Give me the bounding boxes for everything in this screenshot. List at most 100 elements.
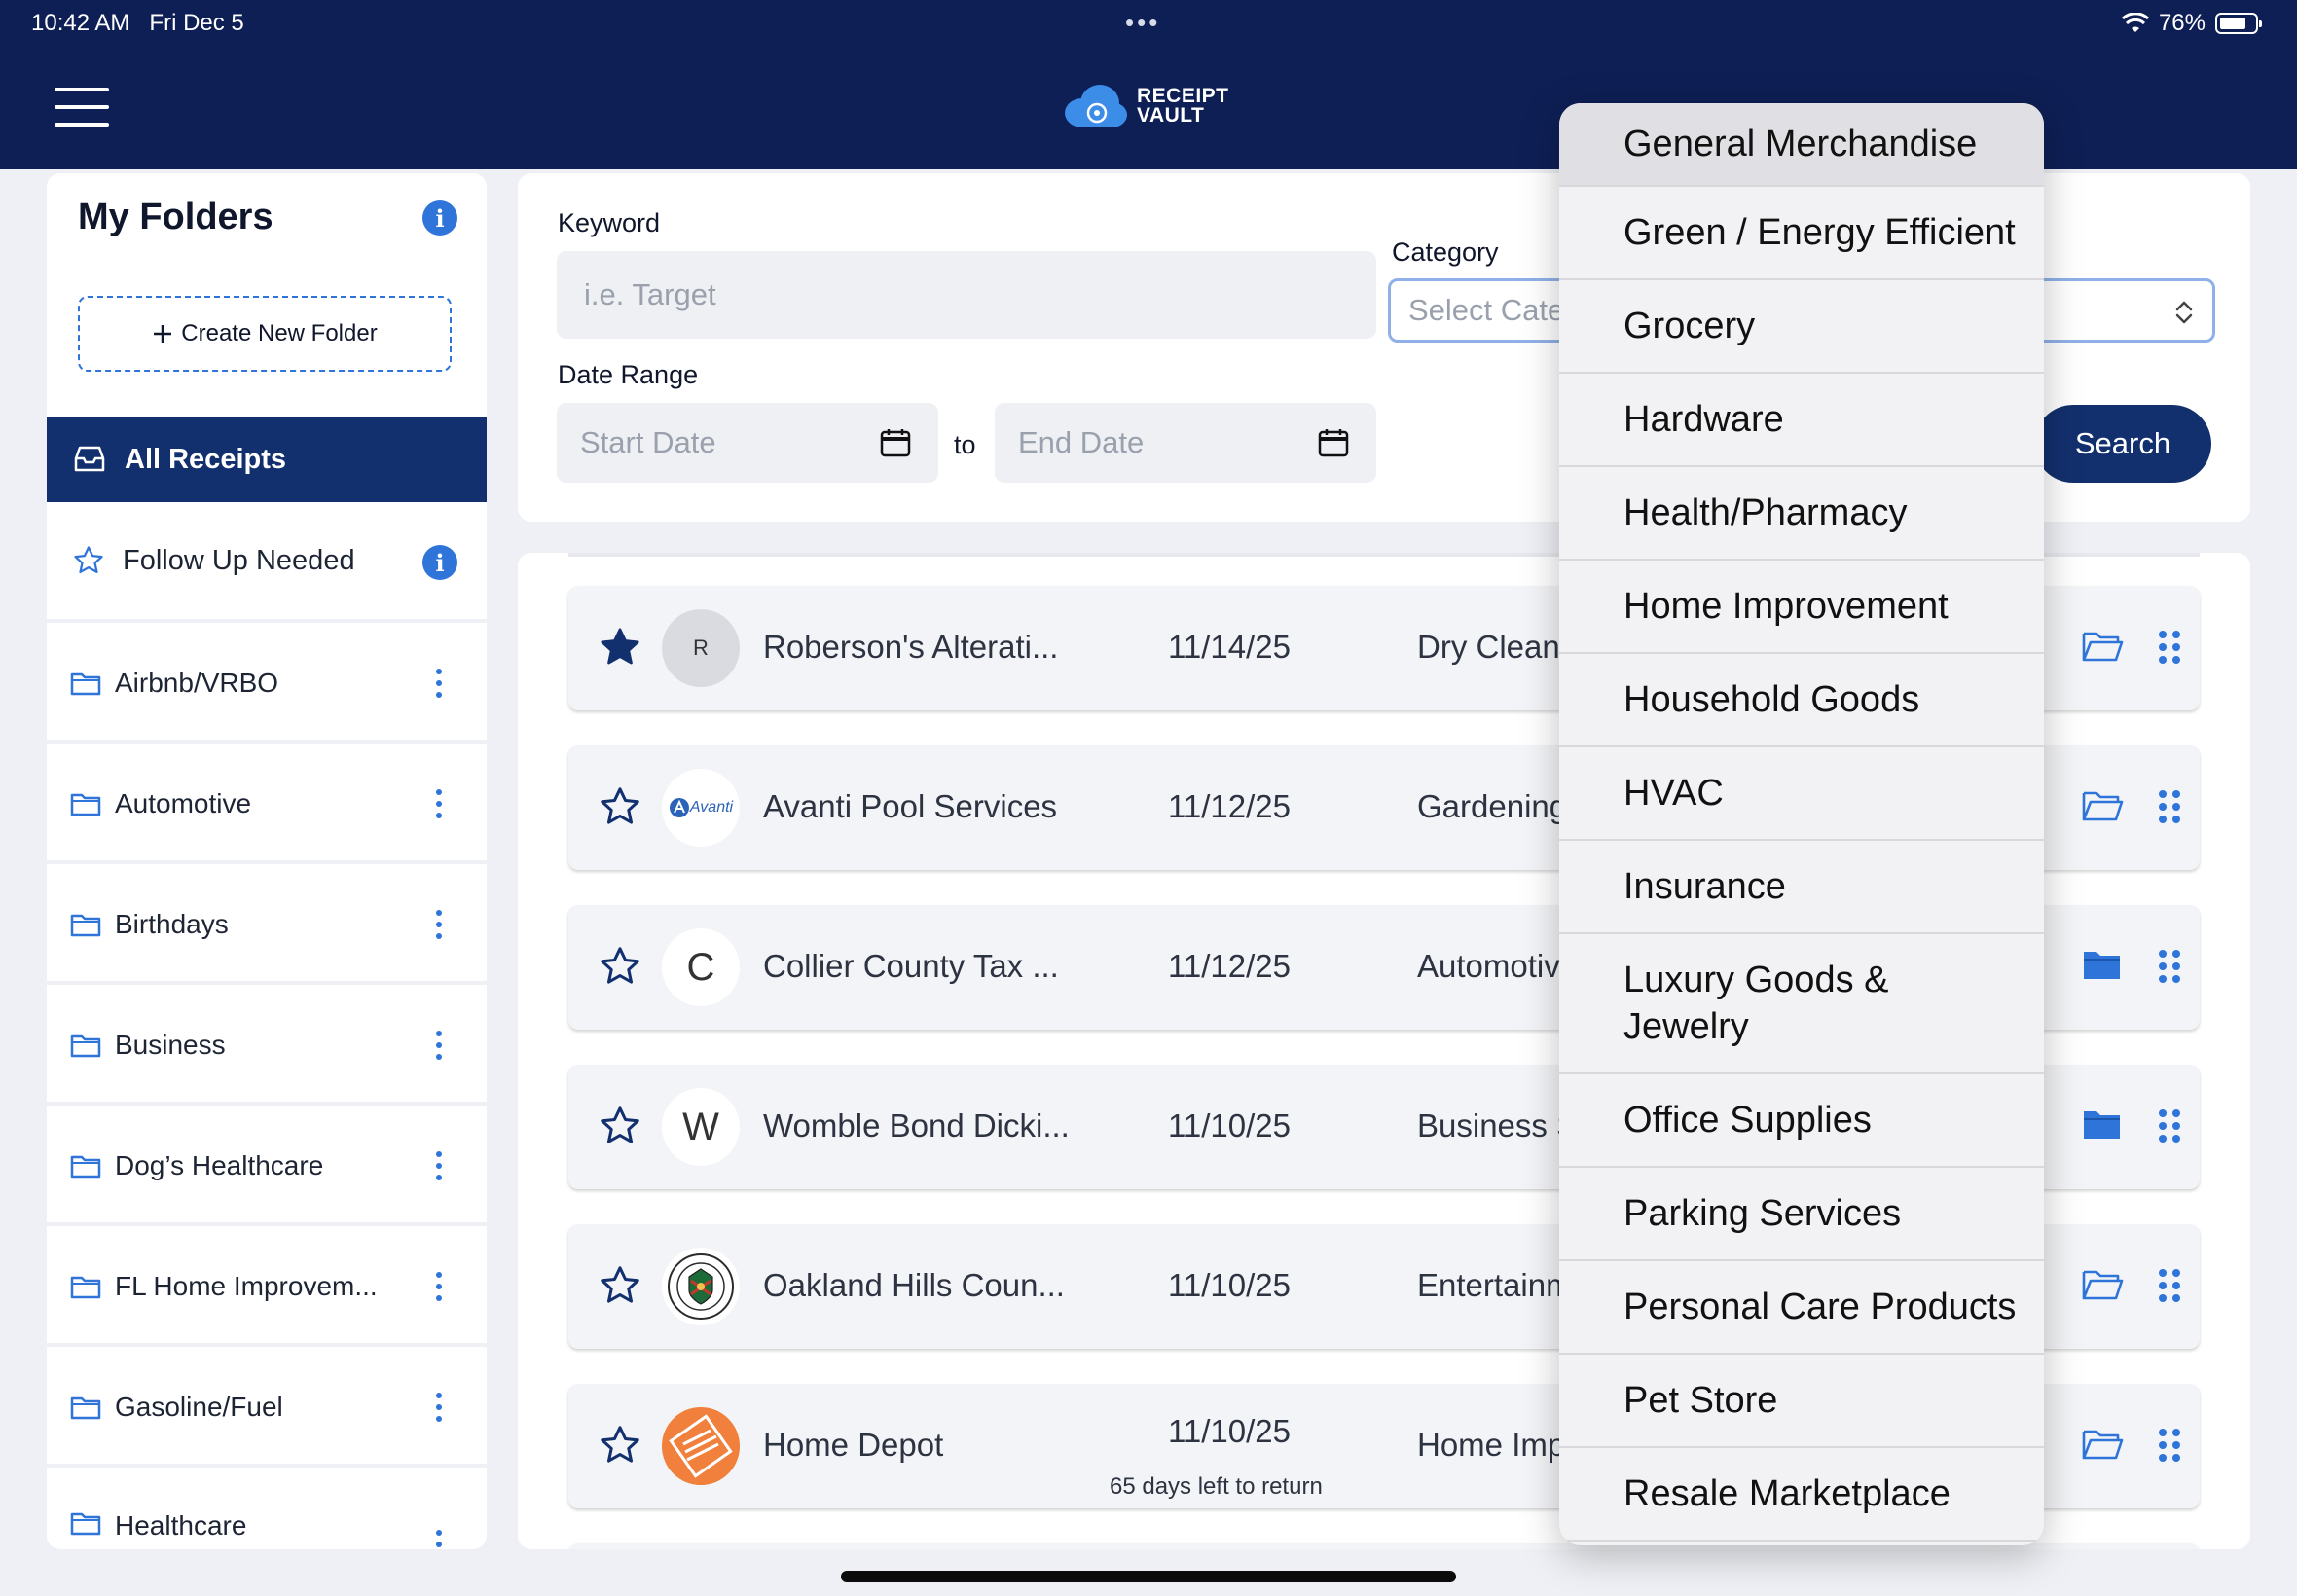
folder-open-icon[interactable] [2081,629,2124,664]
star-outline-icon[interactable] [598,784,642,829]
keyword-input[interactable]: i.e. Target [557,251,1376,339]
merchant-avatar: R [662,609,740,687]
receipt-category: Automotiv [1417,948,1560,984]
folder-more-icon[interactable] [436,1530,444,1549]
star-outline-icon[interactable] [598,1263,642,1308]
calendar-icon[interactable] [880,428,911,457]
receipt-date: 11/14/25 [1168,629,1292,665]
battery-icon [2215,13,2262,34]
receipt-row[interactable] [568,1543,2200,1549]
multitasking-dots-icon[interactable]: ••• [1125,8,1161,37]
keyword-label: Keyword [558,208,661,237]
folder-label: Automotive [115,788,252,818]
receipt-date: 11/10/25 [1168,1413,1292,1449]
star-filled-icon[interactable] [598,625,642,670]
plus-icon [154,325,172,343]
category-option[interactable]: Office Supplies [1559,1074,2044,1168]
logo-line-1: RECEIPT [1137,85,1229,107]
list-divider [568,553,2200,557]
folder-label: Dog’s Healthcare [115,1150,324,1180]
category-option[interactable]: Home Improvement [1559,561,2044,654]
folder-icon [70,914,101,937]
folder-more-icon[interactable] [436,789,444,818]
sidebar-folder-item[interactable]: Gasoline/Fuel [47,1351,487,1468]
create-folder-button[interactable]: Create New Folder [78,296,452,372]
folder-filled-icon[interactable] [2081,948,2124,983]
category-option[interactable]: Parking Services [1559,1168,2044,1261]
sidebar-item-follow-up[interactable]: Follow Up Needed i [47,502,487,623]
home-depot-logo-icon [662,1407,740,1485]
folder-more-icon[interactable] [436,910,444,939]
star-outline-icon[interactable] [598,1104,642,1148]
category-option[interactable]: Luxury Goods & Jewelry [1559,934,2044,1074]
hamburger-menu-icon[interactable] [55,88,109,127]
category-option[interactable]: Insurance [1559,841,2044,934]
status-clock: 10:42 AM [31,10,130,36]
category-option[interactable]: Hardware [1559,374,2044,467]
folder-filled-icon[interactable] [2081,1107,2124,1143]
category-option[interactable]: HVAC [1559,747,2044,841]
create-folder-label: Create New Folder [181,320,378,346]
sidebar-folder-item[interactable]: Dog’s Healthcare [47,1109,487,1226]
end-date-input[interactable]: End Date [995,403,1376,483]
folder-icon [70,1276,101,1299]
category-option[interactable]: Health/Pharmacy [1559,467,2044,561]
category-option[interactable]: Green / Energy Efficient [1559,187,2044,280]
logo-line-2: VAULT [1137,104,1205,127]
inbox-icon [74,446,105,472]
folders-title: My Folders [78,197,273,237]
calendar-icon[interactable] [1318,428,1349,457]
sidebar-folder-item[interactable]: Healthcare [47,1471,487,1549]
drag-handle-icon[interactable] [2159,631,2182,664]
drag-handle-icon[interactable] [2159,1109,2182,1143]
receipt-category: Home Imp [1417,1427,1563,1463]
sidebar-folder-item[interactable]: Automotive [47,747,487,864]
drag-handle-icon[interactable] [2159,1429,2182,1462]
merchant-name: Collier County Tax ... [763,948,1059,984]
drag-handle-icon[interactable] [2159,1269,2182,1302]
status-date: Fri Dec 5 [149,10,244,36]
drag-handle-icon[interactable] [2159,950,2182,983]
avanti-logo-text: Avanti [689,799,734,816]
avanti-logo-icon [669,798,689,817]
category-option[interactable]: Household Goods [1559,654,2044,747]
folder-open-icon[interactable] [2081,1267,2124,1302]
star-outline-icon [74,546,103,574]
drag-handle-icon[interactable] [2159,790,2182,823]
category-option[interactable]: Personal Care Products [1559,1261,2044,1355]
folder-more-icon[interactable] [436,1393,444,1422]
follow-up-label: Follow Up Needed [123,544,355,576]
sidebar-folder-item[interactable]: FL Home Improvem... [47,1230,487,1347]
sidebar-folder-item[interactable]: Business [47,989,487,1106]
folder-label: Healthcare [115,1510,247,1541]
follow-up-info-icon[interactable]: i [422,545,457,580]
folder-more-icon[interactable] [436,1031,444,1060]
folder-more-icon[interactable] [436,1151,444,1180]
info-icon[interactable]: i [422,200,457,236]
app-logo: RECEIPT VAULT [1061,82,1229,130]
search-button[interactable]: Search [2034,405,2211,483]
sidebar-item-all-receipts[interactable]: All Receipts [47,417,487,502]
keyword-placeholder: i.e. Target [584,277,716,311]
category-option[interactable]: General Merchandise [1559,103,2044,187]
sidebar-folder-item[interactable]: Airbnb/VRBO [47,627,487,744]
merchant-avatar: W [662,1088,740,1166]
category-option[interactable]: Grocery [1559,280,2044,374]
folder-more-icon[interactable] [436,669,444,698]
merchant-avatar: Avanti [662,769,740,847]
star-outline-icon[interactable] [598,944,642,989]
home-indicator[interactable] [841,1571,1456,1582]
chevron-updown-icon [2175,301,2193,324]
category-option[interactable]: Pet Store [1559,1355,2044,1448]
star-outline-icon[interactable] [598,1423,642,1468]
folder-icon [70,1155,101,1179]
folder-open-icon[interactable] [2081,1427,2124,1462]
receipt-category: Dry Clean [1417,629,1560,665]
sidebar-folder-item[interactable]: Birthdays [47,868,487,985]
folder-more-icon[interactable] [436,1272,444,1301]
folder-open-icon[interactable] [2081,788,2124,823]
logo-text: RECEIPT VAULT [1137,85,1229,127]
category-option[interactable]: Resale Marketplace [1559,1448,2044,1542]
start-date-input[interactable]: Start Date [557,403,938,483]
receipt-category: Gardening [1417,788,1563,824]
